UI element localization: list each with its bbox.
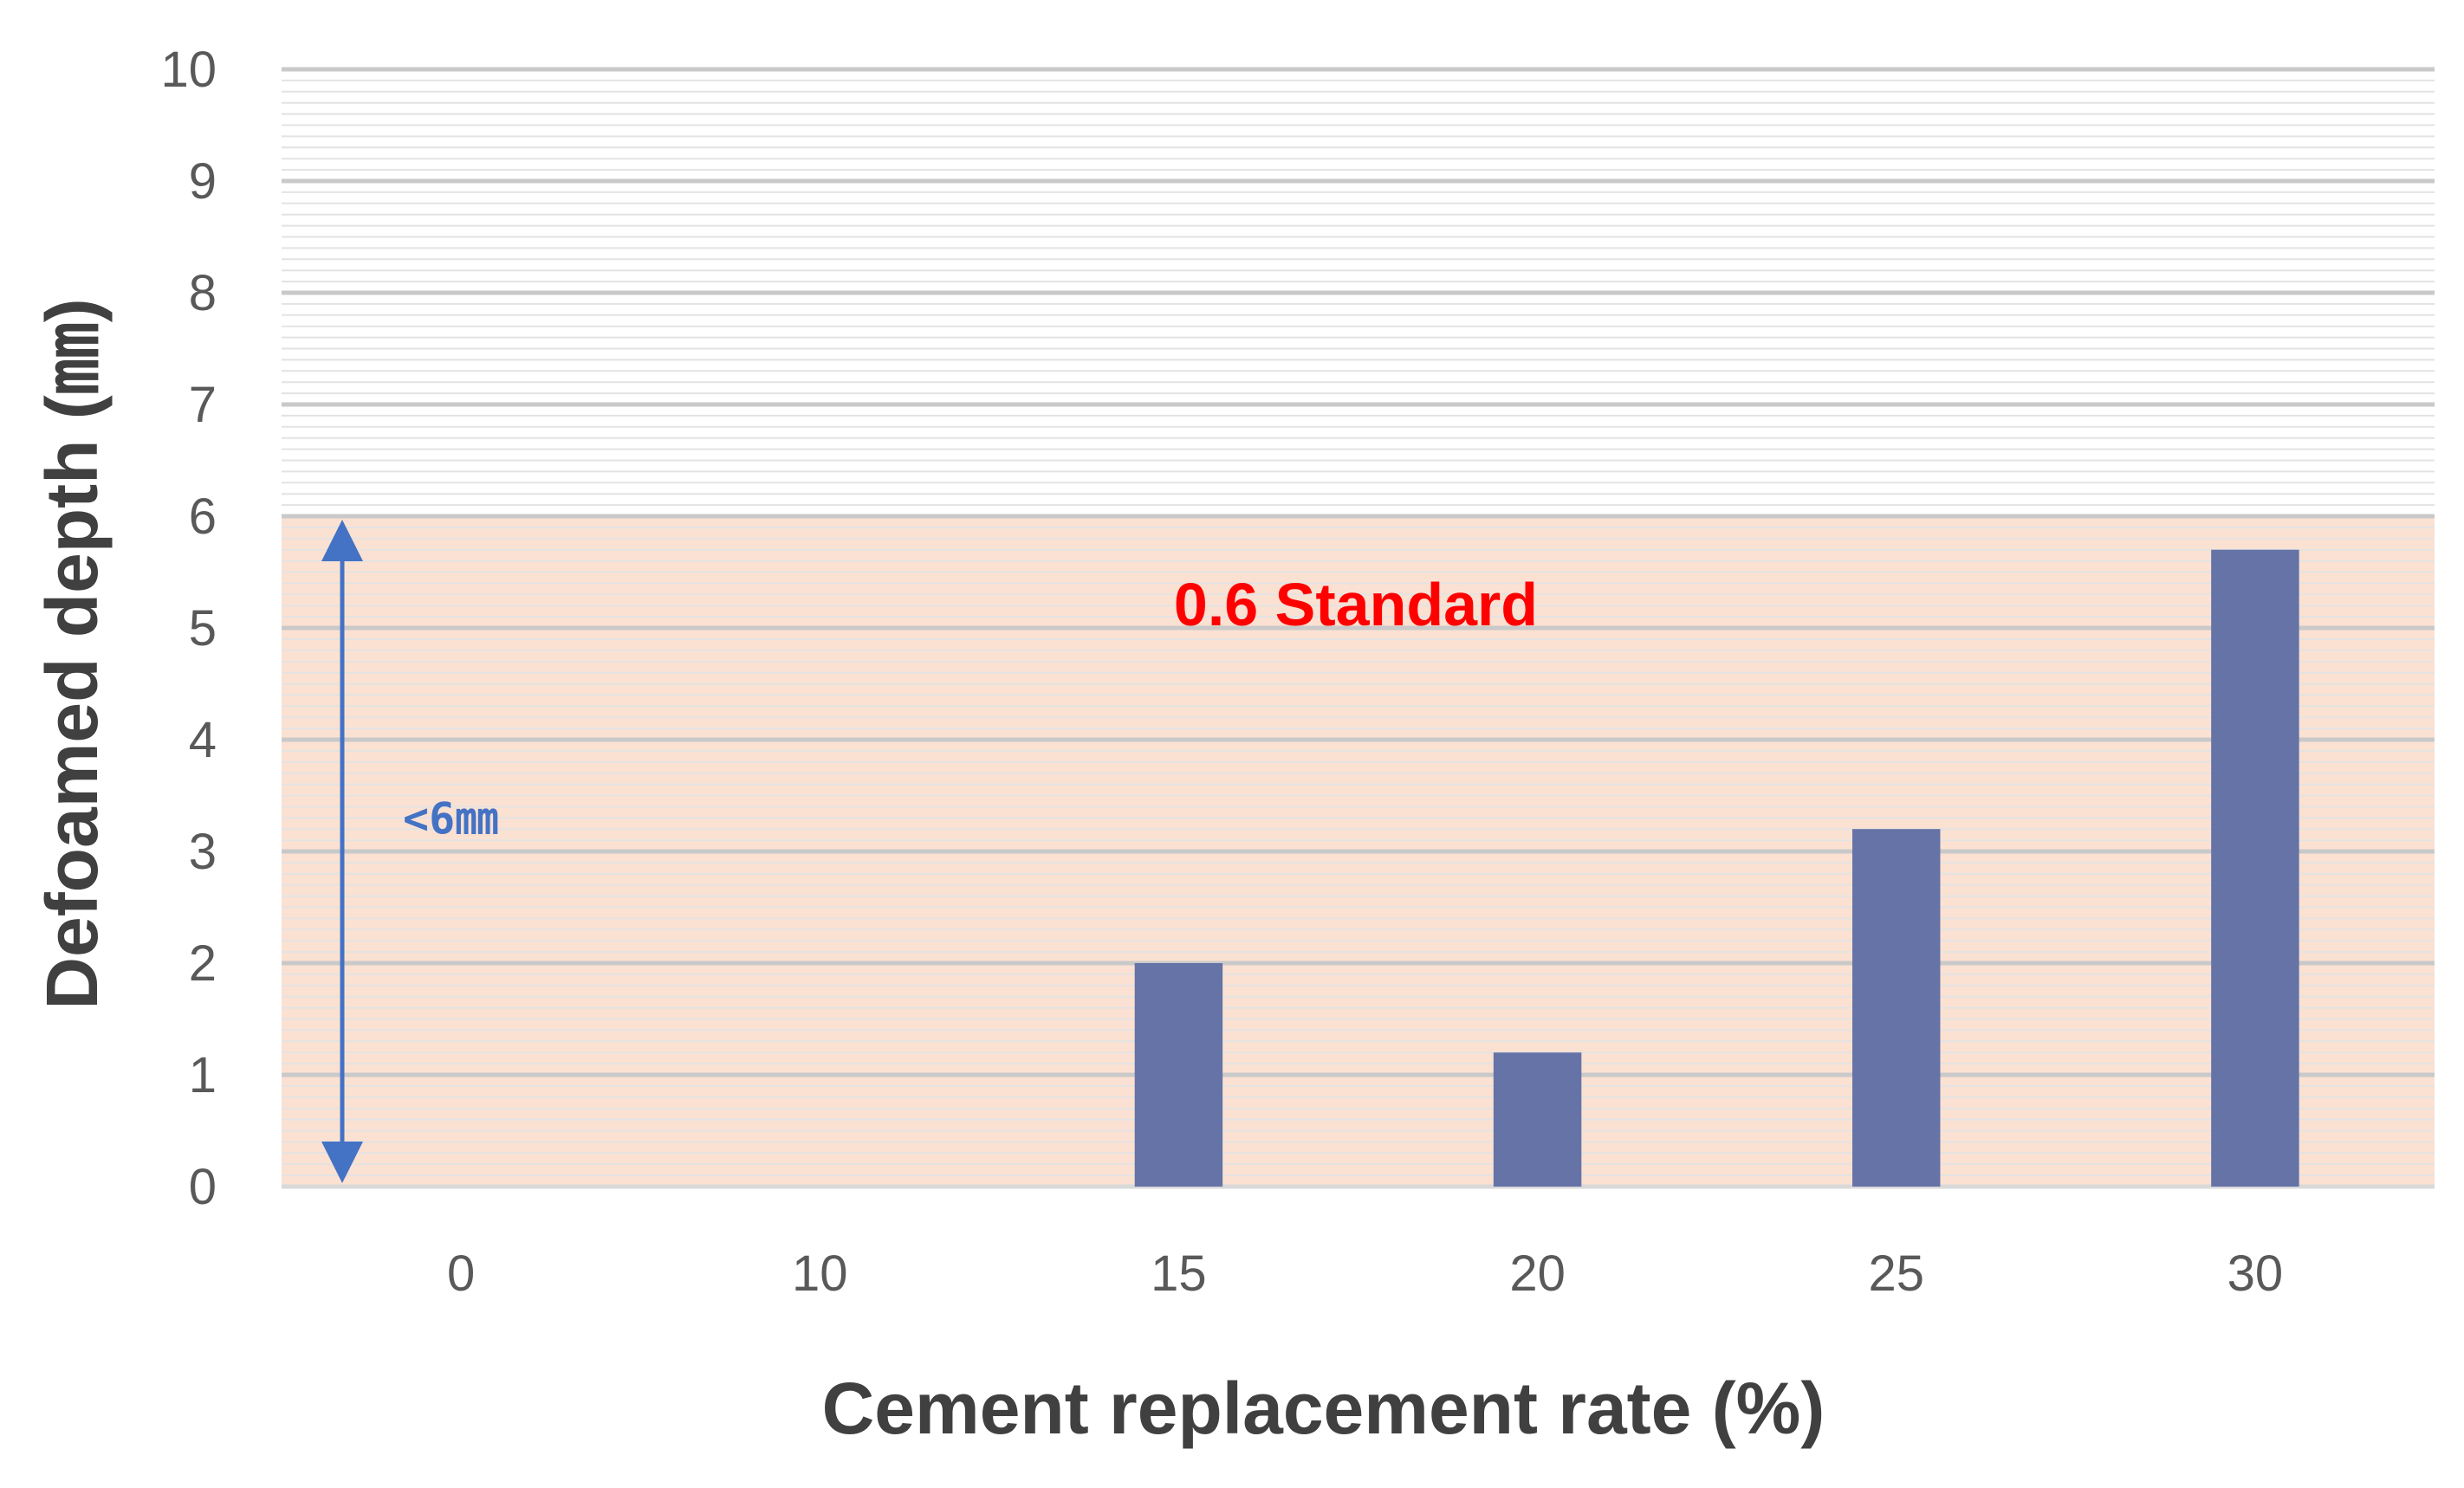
y-tick-label: 10 [160, 42, 217, 98]
range-arrow-head-up [321, 520, 363, 561]
x-tick-label: 25 [1868, 1245, 1924, 1302]
y-tick-label: 4 [189, 712, 217, 768]
bar-30 [2211, 549, 2299, 1187]
bar-20 [1493, 1052, 1582, 1187]
x-tick-label: 0 [447, 1245, 475, 1302]
y-tick-label: 1 [189, 1047, 217, 1103]
y-tick-label: 3 [189, 824, 217, 880]
range-arrow-head-down [321, 1142, 363, 1183]
range-label: <6㎜ [403, 793, 498, 844]
y-tick-label: 2 [189, 935, 217, 992]
y-tick-label: 0 [189, 1159, 217, 1215]
y-tick-label: 9 [189, 153, 217, 210]
y-tick-label: 5 [189, 600, 217, 657]
bar-15 [1134, 963, 1223, 1187]
x-tick-label: 20 [1509, 1245, 1566, 1302]
x-tick-label: 10 [792, 1245, 848, 1302]
y-axis-title: Defoamed depth (㎜) [31, 298, 113, 1009]
x-tick-label: 15 [1151, 1245, 1207, 1302]
y-tick-label: 7 [189, 377, 217, 433]
y-tick-label: 8 [189, 265, 217, 321]
standard-label: 0.6 Standard [1174, 571, 1538, 638]
x-tick-label: 30 [2227, 1245, 2284, 1302]
x-axis-title: Cement replacement rate (%) [822, 1368, 1825, 1449]
bar-25 [1852, 829, 1941, 1187]
y-tick-label: 6 [189, 488, 217, 545]
